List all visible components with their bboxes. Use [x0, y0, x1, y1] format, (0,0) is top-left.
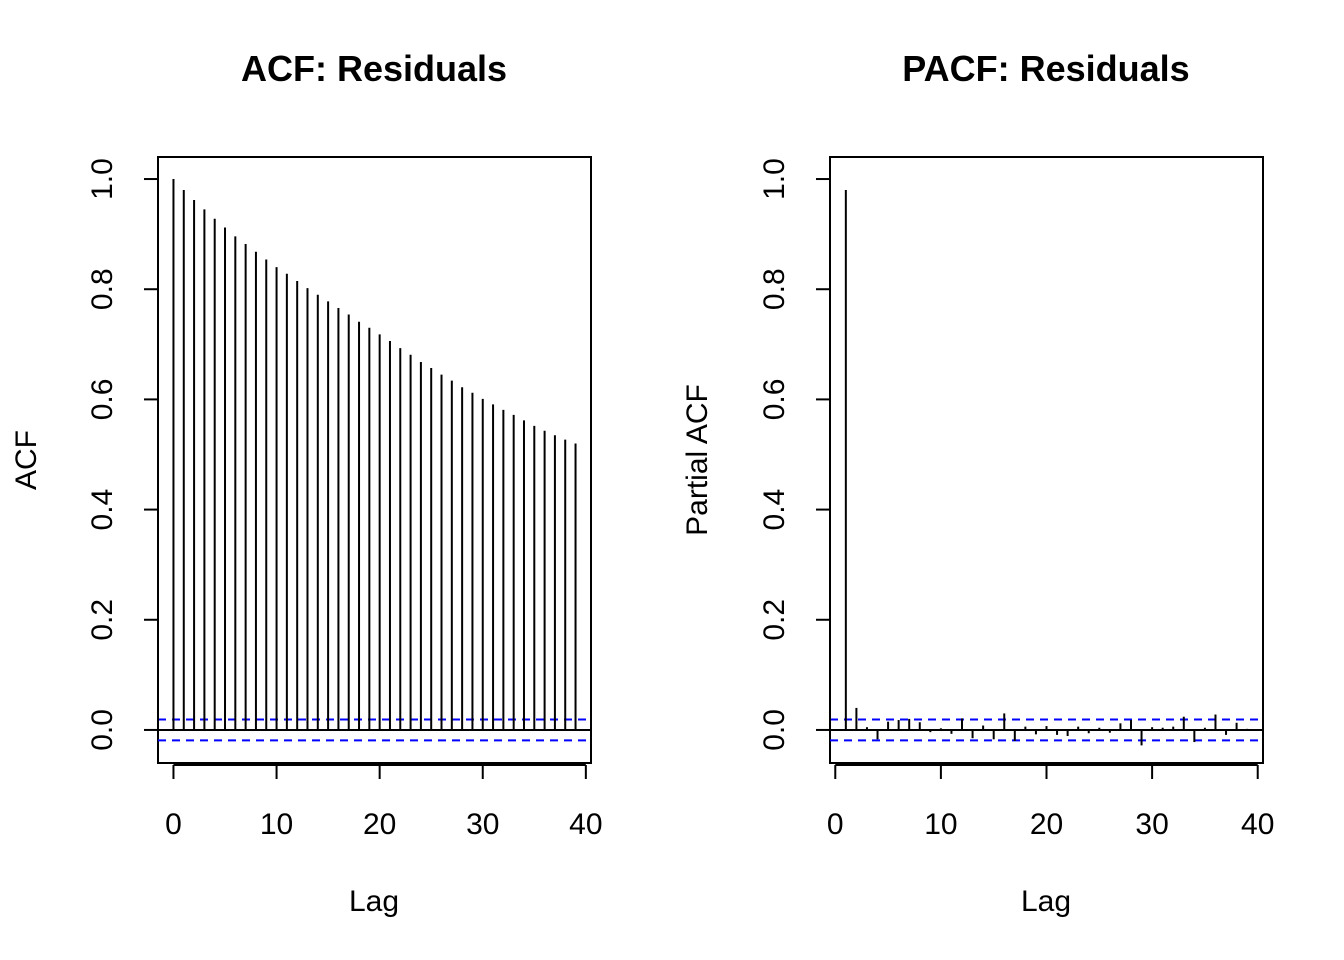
pacf-bars [844, 190, 1249, 746]
acf-y-axis-label: ACF [10, 430, 43, 490]
pacf-title: PACF: Residuals [902, 48, 1189, 89]
acf-y-tick-label-4: 0.8 [86, 268, 119, 310]
acf-x-tick-label-40: 40 [569, 808, 602, 841]
acf-title: ACF: Residuals [241, 48, 507, 89]
acf-y-tick-label-2: 0.4 [86, 489, 119, 531]
pacf-x-tick-label-10: 10 [924, 808, 957, 841]
acf-y-tick-label-5: 1.0 [86, 158, 119, 200]
pacf-y-tick-label-1: 0.2 [758, 599, 791, 641]
acf-x-axis: 0 10 20 30 40 [165, 764, 603, 841]
pacf-panel: PACF: Residuals 0 10 20 30 40 0.00.20.40.60.… [681, 48, 1274, 918]
acf-x-tick-label-30: 30 [466, 808, 499, 841]
acf-x-axis-label: Lag [349, 885, 399, 918]
pacf-plot-frame [829, 156, 1264, 764]
acf-x-tick-label-20: 20 [363, 808, 396, 841]
pacf-x-tick-label-20: 20 [1030, 808, 1063, 841]
acf-x-tick-label-10: 10 [260, 808, 293, 841]
pacf-x-tick-label-40: 40 [1241, 808, 1274, 841]
acf-y-axis: 0.0 0.2 0.4 0.6 0.8 1.0 [86, 158, 159, 751]
acf-y-tick-label-1: 0.2 [86, 599, 119, 641]
acf-y-tick-label-0: 0.0 [86, 709, 119, 751]
pacf-y-tick-label-3: 0.6 [758, 379, 791, 421]
acf-plot-frame [157, 156, 592, 764]
pacf-x-axis: 0 10 20 30 40 [827, 764, 1274, 841]
pacf-y-tick-label-0: 0.0 [758, 709, 791, 751]
pacf-x-axis-label: Lag [1021, 885, 1071, 918]
pacf-y-axis-label: Partial ACF [681, 384, 714, 536]
pacf-y-tick-label-2: 0.4 [758, 489, 791, 531]
acf-y-tick-label-3: 0.6 [86, 379, 119, 421]
pacf-y-axis: 0.0 0.2 0.4 0.6 0.8 1.0 [758, 158, 831, 751]
acf-x-tick-label-0: 0 [165, 808, 182, 841]
acf-panel: ACF: Residuals 0 10 20 30 40 0.0 0.2 0.4 0.6 0.8… [10, 48, 603, 918]
pacf-x-tick-label-30: 30 [1135, 808, 1168, 841]
pacf-y-tick-label-5: 1.0 [758, 158, 791, 200]
pacf-x-tick-label-0: 0 [827, 808, 844, 841]
acf-confidence-bounds [158, 718, 591, 742]
pacf-y-tick-label-4: 0.8 [758, 268, 791, 310]
acf-bars [172, 179, 577, 730]
